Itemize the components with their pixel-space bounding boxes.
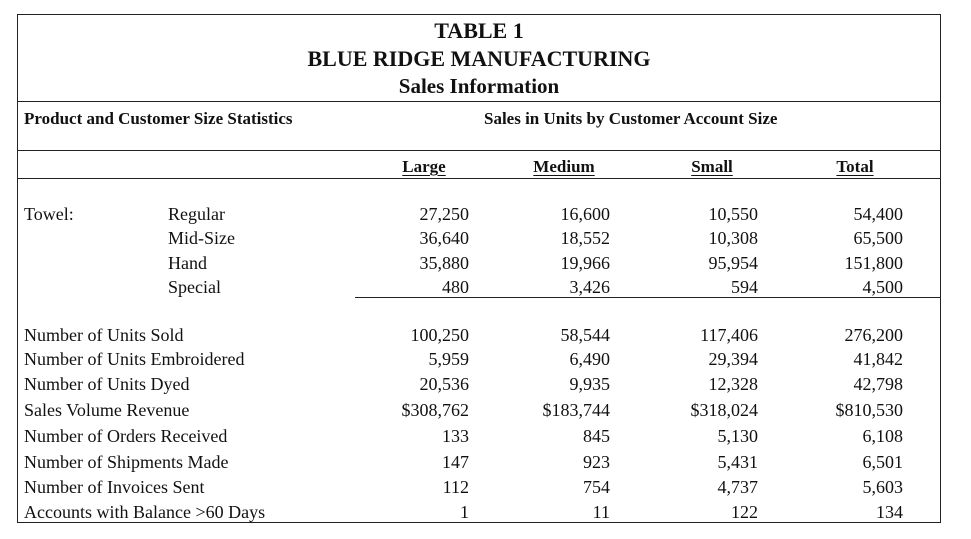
towel-row-value: 151,800 xyxy=(844,253,904,273)
stat-row-value: $183,744 xyxy=(542,400,611,420)
company-name: BLUE RIDGE MANUFACTURING xyxy=(307,46,651,71)
stat-row-label: Number of Orders Received xyxy=(24,426,228,446)
towel-row-value: 35,880 xyxy=(419,253,470,273)
stat-row-value: 1 xyxy=(460,502,469,522)
towel-row-value: 18,552 xyxy=(560,228,611,248)
stat-row-value: 6,108 xyxy=(862,426,904,446)
towel-row-value: 10,308 xyxy=(708,228,759,248)
stat-row-value: 41,842 xyxy=(853,349,904,369)
stat-row-value: 100,250 xyxy=(410,325,470,345)
table-subtitle: Sales Information xyxy=(398,74,560,98)
towel-row-value: 54,400 xyxy=(853,204,904,224)
towel-row-label: Mid-Size xyxy=(168,228,235,248)
towel-subtotal-rule xyxy=(355,297,941,298)
stat-row-value: $308,762 xyxy=(401,400,470,420)
stat-row-value: 923 xyxy=(583,452,610,472)
stat-row-value: 6,501 xyxy=(862,452,904,472)
header-divider-rule xyxy=(17,150,941,151)
column-header-large: Large xyxy=(402,157,446,176)
stat-row-label: Number of Shipments Made xyxy=(24,452,229,472)
table-frame xyxy=(17,14,941,523)
stat-row-value: 5,130 xyxy=(717,426,759,446)
stat-row-value: $318,024 xyxy=(690,400,759,420)
stat-row-value: 5,431 xyxy=(717,452,759,472)
stat-row-value: 133 xyxy=(442,426,469,446)
stat-row-value: 117,406 xyxy=(700,325,758,345)
column-header-small: Small xyxy=(691,157,733,176)
stat-row-value: 754 xyxy=(583,477,610,497)
towel-row-value: 16,600 xyxy=(560,204,611,224)
left-section-header: Product and Customer Size Statistics xyxy=(24,109,293,128)
towel-row-value: 19,966 xyxy=(560,253,611,273)
stat-row-value: 58,544 xyxy=(560,325,611,345)
towel-row-value: 95,954 xyxy=(708,253,759,273)
header-top-rule xyxy=(17,101,941,102)
stat-row-value: 845 xyxy=(583,426,610,446)
towel-row-value: 10,550 xyxy=(708,204,759,224)
towel-row-value: 27,250 xyxy=(419,204,470,224)
stat-row-value: 20,536 xyxy=(419,374,470,394)
towel-row-value: 36,640 xyxy=(419,228,470,248)
stat-row-value: $810,530 xyxy=(835,400,904,420)
table-number: TABLE 1 xyxy=(434,18,524,43)
stat-row-label: Number of Units Embroidered xyxy=(24,349,245,369)
towel-row-label: Hand xyxy=(168,253,207,273)
stat-row-value: 4,737 xyxy=(717,477,759,497)
stat-row-value: 12,328 xyxy=(708,374,759,394)
stat-row-value: 5,959 xyxy=(428,349,470,369)
towel-row-value: 594 xyxy=(731,277,758,297)
stat-row-value: 6,490 xyxy=(569,349,611,369)
towel-row-value: 480 xyxy=(442,277,469,297)
stat-row-value: 147 xyxy=(442,452,469,472)
stat-row-label: Number of Invoices Sent xyxy=(24,477,205,497)
stat-row-label: Number of Units Sold xyxy=(24,325,184,345)
towel-row-value: 4,500 xyxy=(862,277,904,297)
stat-row-value: 11 xyxy=(592,502,610,522)
towel-row-value: 3,426 xyxy=(569,277,611,297)
stat-row-label: Sales Volume Revenue xyxy=(24,400,190,420)
stat-row-value: 5,603 xyxy=(862,477,904,497)
column-header-rule xyxy=(17,178,941,179)
stat-row-value: 122 xyxy=(731,502,758,522)
stat-row-value: 134 xyxy=(876,502,903,522)
towel-label: Towel: xyxy=(24,204,74,224)
column-header-medium: Medium xyxy=(533,157,595,176)
column-header-total: Total xyxy=(836,157,874,176)
stat-row-value: 112 xyxy=(442,477,469,497)
stat-row-label: Accounts with Balance >60 Days xyxy=(24,502,266,522)
stat-row-value: 29,394 xyxy=(708,349,759,369)
towel-row-label: Regular xyxy=(168,204,225,224)
stat-row-value: 42,798 xyxy=(853,374,904,394)
right-section-header: Sales in Units by Customer Account Size xyxy=(484,109,778,128)
stat-row-value: 9,935 xyxy=(569,374,611,394)
stat-row-value: 276,200 xyxy=(844,325,904,345)
towel-row-label: Special xyxy=(168,277,221,297)
towel-row-value: 65,500 xyxy=(853,228,904,248)
stat-row-label: Number of Units Dyed xyxy=(24,374,190,394)
